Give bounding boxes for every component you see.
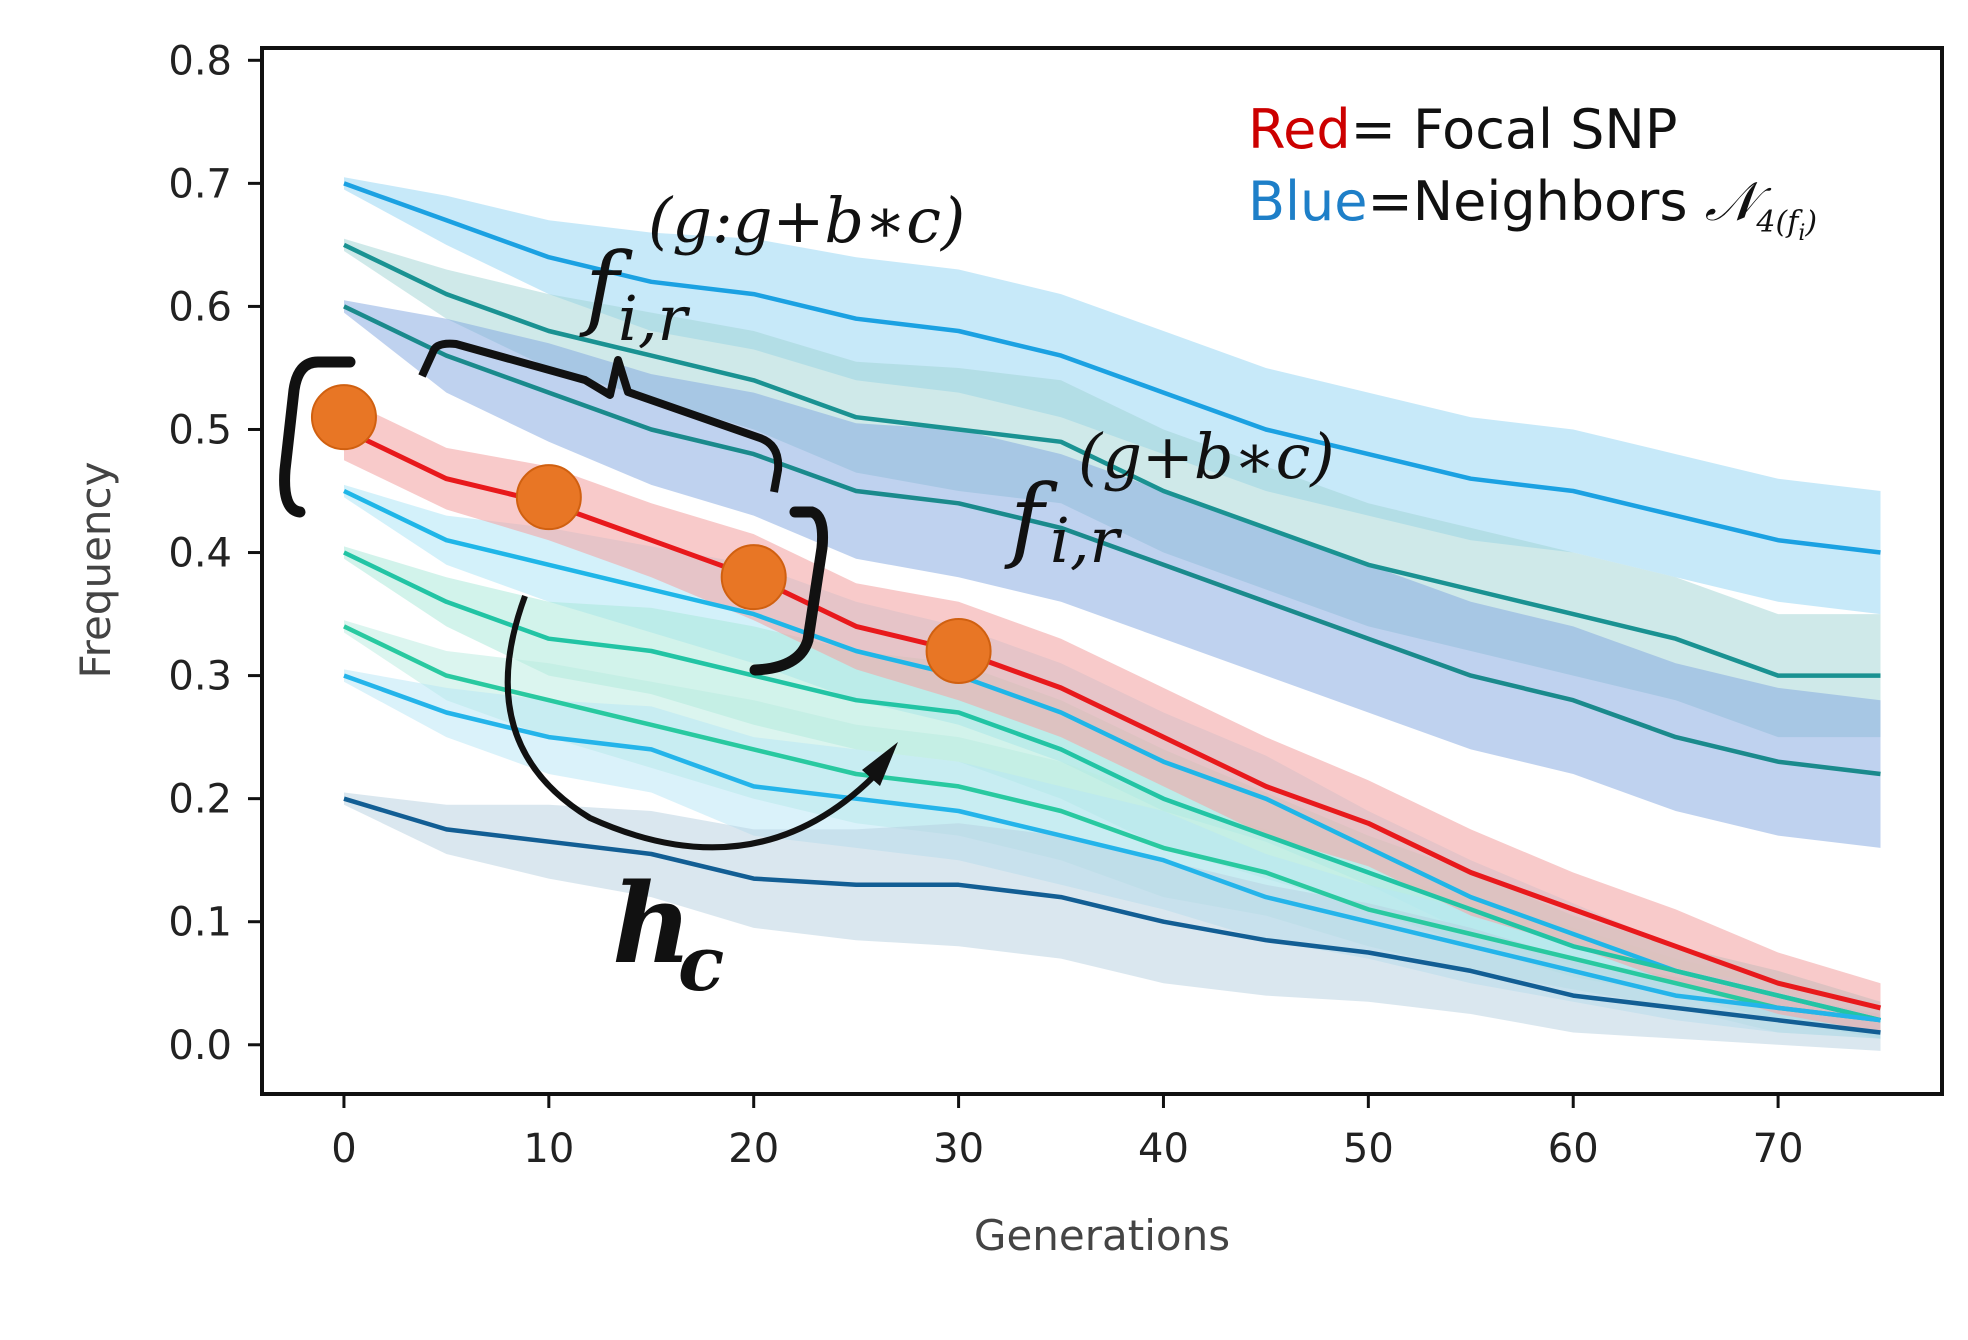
y-tick-label-4: 0.4 bbox=[168, 531, 232, 577]
highlight-points bbox=[310, 384, 992, 684]
x-tick-label-5: 50 bbox=[1343, 1126, 1394, 1172]
right-window-bracket bbox=[749, 506, 828, 676]
series-lines bbox=[342, 181, 1882, 1035]
legend-red-word: Red bbox=[1248, 98, 1351, 161]
series-line-3 bbox=[343, 304, 1881, 777]
highlight-point-1 bbox=[515, 464, 582, 531]
series-line-2 bbox=[343, 242, 1881, 678]
y-tick-label-7: 0.7 bbox=[168, 161, 232, 207]
y-tick-label-5: 0.5 bbox=[168, 407, 232, 453]
recurrence-arrow bbox=[504, 594, 883, 851]
x-tick-label-1: 10 bbox=[523, 1126, 574, 1172]
legend-blue-word: Blue bbox=[1248, 170, 1368, 233]
y-tick-label-2: 0.2 bbox=[168, 777, 232, 823]
highlight-point-0 bbox=[310, 384, 377, 451]
legend-blue-rest: =Neighbors bbox=[1368, 170, 1705, 233]
legend-red-rest: = Focal SNP bbox=[1351, 98, 1678, 161]
series-line-5 bbox=[343, 550, 1882, 1023]
series-line-6 bbox=[343, 624, 1881, 1023]
axis-ticks: 0 10 20 30 40 50 60 70 0.0 0.1 0.2 0.3 0.4 0.5 0.6 0.7 0… bbox=[168, 38, 1803, 1172]
x-tick-label-0: 0 bbox=[331, 1126, 356, 1172]
series-band-1 bbox=[344, 177, 1881, 615]
target-sub: i,r bbox=[1050, 504, 1123, 577]
x-tick-label-4: 40 bbox=[1138, 1126, 1189, 1172]
series-line-4 bbox=[343, 488, 1882, 1023]
left-window-bracket bbox=[279, 356, 356, 518]
highlight-point-3 bbox=[925, 617, 992, 684]
legend-math-sub3: ) bbox=[1804, 205, 1817, 240]
series-line-1 bbox=[343, 181, 1881, 555]
series-band-3 bbox=[344, 300, 1881, 848]
legend: Red= Focal SNP Blue=Neighbors 𝒩4(fi) bbox=[1248, 98, 1817, 246]
legend-math-sub: 4(f bbox=[1755, 205, 1803, 240]
legend-math-sub2: i bbox=[1798, 221, 1805, 246]
target-annotation: f i,r (g+b∗c) bbox=[1004, 420, 1335, 577]
series-band-8 bbox=[344, 792, 1881, 1051]
y-tick-label-6: 0.6 bbox=[168, 284, 232, 330]
hidden-annotation: h c bbox=[612, 859, 724, 1008]
y-tick-label-8: 0.8 bbox=[168, 38, 232, 84]
x-tick-label-3: 30 bbox=[933, 1126, 984, 1172]
y-axis-label: Frequency bbox=[71, 462, 120, 679]
series-line-0 bbox=[342, 427, 1882, 1011]
series-line-8 bbox=[343, 796, 1881, 1035]
x-tick-label-6: 60 bbox=[1548, 1126, 1599, 1172]
arrow-head bbox=[862, 742, 898, 786]
legend-entry-focal: Red= Focal SNP bbox=[1248, 98, 1677, 161]
x-tick-label-7: 70 bbox=[1753, 1126, 1804, 1172]
curly-brace-top bbox=[418, 339, 783, 493]
series-line-7 bbox=[343, 673, 1881, 1023]
highlight-point-2 bbox=[720, 544, 787, 611]
x-tick-label-2: 20 bbox=[728, 1126, 779, 1172]
y-tick-label-0: 0.0 bbox=[168, 1023, 232, 1069]
window-sub: i,r bbox=[618, 282, 691, 355]
y-tick-label-1: 0.1 bbox=[168, 900, 232, 946]
confidence-bands bbox=[344, 177, 1881, 1051]
hidden-sub: c bbox=[678, 919, 724, 1008]
plot-frame bbox=[260, 46, 1944, 1096]
x-axis-label: Generations bbox=[974, 1211, 1230, 1260]
window-sup: (g:g+b∗c) bbox=[648, 184, 965, 257]
y-tick-label-3: 0.3 bbox=[168, 654, 232, 700]
target-sup: (g+b∗c) bbox=[1078, 420, 1335, 493]
hidden-h: h bbox=[612, 859, 692, 988]
legend-entry-neighbors: Blue=Neighbors 𝒩4(fi) bbox=[1248, 170, 1817, 246]
